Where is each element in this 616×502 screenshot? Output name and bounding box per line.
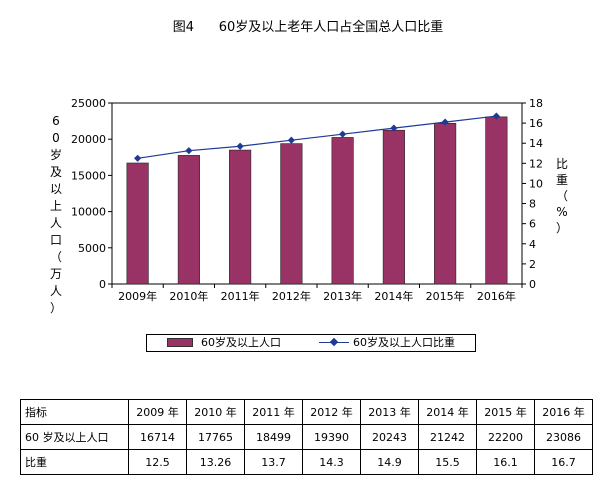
y-axis-label-char: 6 (52, 114, 60, 128)
table-header-year: 2014 年 (418, 399, 477, 425)
y2-tick-label: 6 (529, 218, 536, 231)
table-cell: 18499 (244, 424, 303, 450)
y-axis-label-char: 0 (52, 131, 60, 145)
y-axis-label-char: 上 (50, 199, 62, 213)
y-tick-label: 0 (99, 278, 106, 291)
x-tick-label: 2014年 (374, 289, 413, 303)
y2-axis-label-char: ） (556, 221, 568, 235)
table-cell: 14.9 (360, 449, 419, 475)
y2-tick-label: 10 (529, 177, 543, 190)
chart-legend: 60岁及以上人口 60岁及以上人口比重 (146, 334, 476, 352)
bar (382, 129, 405, 285)
y-tick-label: 25000 (71, 97, 106, 110)
x-tick-label: 2013年 (323, 289, 362, 303)
table-row-population: 60 岁及以上人口 16714 17765 18499 19390 20243 … (20, 424, 593, 450)
table-cell: 16.7 (534, 449, 593, 475)
y-axis-label-char: 及 (50, 165, 62, 179)
table-cell: 21242 (418, 424, 477, 450)
y-axis-label-char: 口 (50, 233, 62, 247)
table-row-label: 60 岁及以上人口 (20, 424, 129, 450)
table-cell: 19390 (302, 424, 361, 450)
table-cell: 12.5 (128, 449, 187, 475)
table-header-row: 指标 2009 年 2010 年 2011 年 2012 年 2013 年 20… (20, 399, 593, 425)
y2-tick-label: 16 (529, 117, 543, 130)
line-point (236, 142, 244, 150)
y2-tick-label: 2 (529, 258, 536, 271)
table-header-year: 2010 年 (186, 399, 245, 425)
legend-diamond-icon (329, 337, 339, 347)
legend-label-ratio: 60岁及以上人口比重 (353, 336, 455, 349)
y2-axis-label-char: 重 (556, 173, 568, 187)
y-axis-label-char: ） (50, 301, 62, 315)
y-axis-label-char: 人 (50, 216, 62, 230)
x-tick-label: 2012年 (272, 289, 311, 303)
x-tick-label: 2015年 (426, 289, 465, 303)
y-tick-label: 10000 (71, 206, 106, 219)
table-cell: 22200 (476, 424, 535, 450)
y-axis-label-char: 万 (50, 267, 62, 281)
chart-svg: 0 5000 10000 15000 20000 25000 0 2 4 6 8 10 12 14 16 18… (50, 97, 568, 315)
table-cell: 15.5 (418, 449, 477, 475)
table-header-label: 指标 (20, 399, 129, 425)
table-cell: 20243 (360, 424, 419, 450)
y2-axis-label-char: （ (556, 189, 568, 203)
y2-tick-label: 4 (529, 238, 536, 251)
table-cell: 14.3 (302, 449, 361, 475)
y-axis-label-char: 以 (50, 182, 62, 196)
bar (126, 162, 149, 285)
line-point (185, 147, 193, 155)
table-row-ratio: 比重 12.5 13.26 13.7 14.3 14.9 15.5 16.1 1… (20, 449, 593, 475)
y2-axis-label-char: 比 (556, 157, 568, 171)
y2-tick-label: 8 (529, 198, 536, 211)
y-tick-label: 15000 (71, 169, 106, 182)
x-tick-label: 2016年 (477, 289, 516, 303)
bar (177, 155, 200, 285)
table-header-year: 2012 年 (302, 399, 361, 425)
x-tick-label: 2011年 (221, 289, 260, 303)
series-line (137, 115, 497, 159)
y-axis-label-char: 人 (50, 284, 62, 298)
line-point (441, 118, 449, 126)
x-tick-label: 2009年 (118, 289, 157, 303)
bar (485, 116, 508, 285)
table-cell: 16.1 (476, 449, 535, 475)
line-point (339, 130, 347, 138)
bar (229, 149, 252, 285)
y2-tick-label: 18 (529, 97, 543, 110)
table-cell: 17765 (186, 424, 245, 450)
chart-title: 图4 60岁及以上老年人口占全国总人口比重 (172, 20, 444, 35)
table-header-year: 2009 年 (128, 399, 187, 425)
bar (331, 137, 354, 285)
plot-area (111, 102, 523, 285)
y2-axis-label-char: % (556, 205, 567, 219)
y-tick-label: 5000 (78, 242, 106, 255)
legend-label-population: 60岁及以上人口 (201, 336, 281, 349)
y2-tick-label: 14 (529, 137, 543, 150)
table-cell: 13.26 (186, 449, 245, 475)
table-cell: 13.7 (244, 449, 303, 475)
table-header-year: 2016 年 (534, 399, 593, 425)
y-axis-label-char: 岁 (50, 147, 62, 162)
table-cell: 16714 (128, 424, 187, 450)
legend-bar-swatch (167, 338, 193, 347)
bar (280, 143, 303, 285)
y2-tick-label: 12 (529, 157, 543, 170)
table-header-year: 2015 年 (476, 399, 535, 425)
table-header-year: 2011 年 (244, 399, 303, 425)
y2-tick-label: 0 (529, 278, 536, 291)
line-point (134, 154, 142, 162)
y-tick-label: 20000 (71, 133, 106, 146)
line-point (390, 124, 398, 132)
y-axis-label-char: （ (50, 250, 62, 264)
x-tick-label: 2010年 (169, 289, 208, 303)
table-header-year: 2013 年 (360, 399, 419, 425)
data-table: 指标 2009 年 2010 年 2011 年 2012 年 2013 年 20… (20, 399, 593, 475)
table-row-label: 比重 (20, 449, 129, 475)
line-point (492, 112, 500, 120)
line-point (287, 136, 295, 144)
bar (434, 122, 457, 285)
table-cell: 23086 (534, 424, 593, 450)
